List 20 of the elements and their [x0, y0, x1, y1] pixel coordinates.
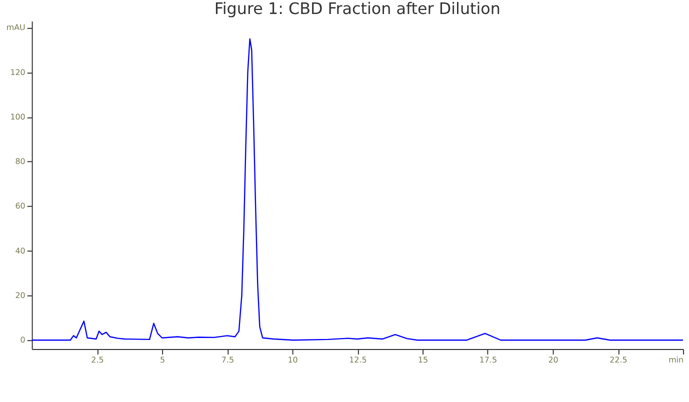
chart-title: Figure 1: CBD Fraction after Dilution [214, 0, 500, 18]
x-tick-label: 2.5 [91, 355, 104, 364]
y-tick-label: 100 [10, 112, 26, 122]
y-tick-label: 60 [15, 202, 26, 211]
y-tick-label: 0 [20, 336, 26, 345]
line-series [32, 38, 684, 341]
x-tick-label: 22.5 [610, 355, 628, 364]
x-tick-label: 20 [548, 355, 558, 364]
x-tick-label: 15 [418, 355, 428, 364]
x-tick-label: 7.5 [221, 355, 234, 364]
x-tick-label: 10 [288, 355, 298, 364]
y-tick-label: 20 [15, 290, 26, 300]
y-tick-label: 120 [10, 68, 26, 77]
y-tick-label: 80 [15, 157, 26, 166]
x-tick-label: 5 [160, 355, 166, 364]
y-tick-label: mAU [6, 23, 26, 32]
x-tick-label: min [668, 355, 684, 364]
y-tick-label: 40 [15, 246, 26, 256]
x-tick-label: 17.5 [479, 355, 498, 364]
x-tick-label: 12.5 [349, 355, 367, 364]
